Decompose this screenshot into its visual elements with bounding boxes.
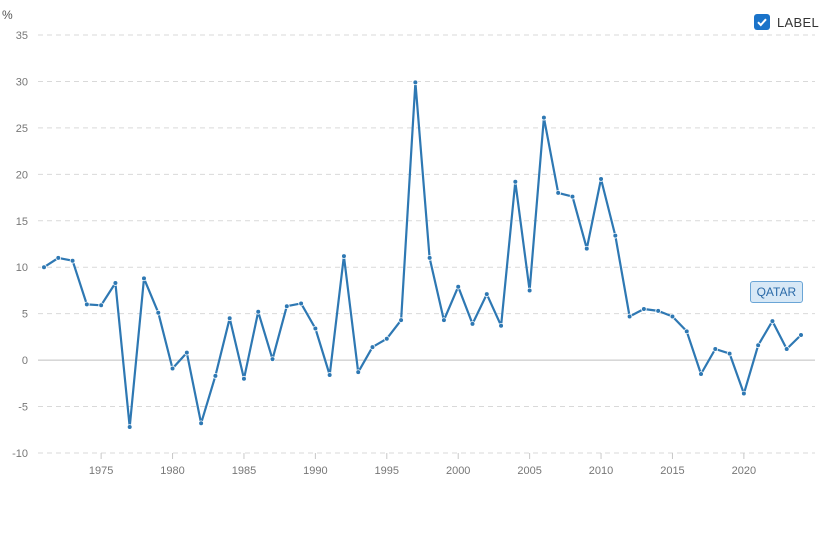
data-point-1986[interactable] — [255, 309, 262, 315]
series-points — [41, 79, 804, 430]
x-tick-label: 1995 — [375, 465, 399, 477]
y-tick-label: 20 — [16, 169, 28, 181]
data-point-1983[interactable] — [212, 373, 219, 379]
data-point-1988[interactable] — [284, 303, 290, 310]
data-point-2019[interactable] — [726, 350, 733, 357]
data-point-1974[interactable] — [84, 301, 90, 308]
data-point-2002[interactable] — [483, 291, 490, 297]
data-point-2020[interactable] — [741, 390, 747, 397]
x-tick-label: 2005 — [517, 465, 541, 477]
legend-label: LABEL — [777, 14, 819, 30]
legend-toggle[interactable]: LABEL — [754, 14, 819, 30]
grid-lines — [38, 34, 815, 454]
checkbox-checked-icon[interactable] — [754, 14, 771, 30]
data-point-2021[interactable] — [755, 342, 761, 349]
data-point-1997[interactable] — [412, 79, 419, 86]
data-point-2003[interactable] — [498, 322, 504, 329]
data-point-1985[interactable] — [241, 375, 247, 382]
data-point-2014[interactable] — [655, 308, 661, 314]
data-point-2007[interactable] — [555, 190, 561, 196]
data-point-2018[interactable] — [712, 346, 719, 352]
data-point-2011[interactable] — [612, 232, 619, 239]
series-line-layer — [43, 81, 802, 429]
x-tick-label: 2020 — [732, 465, 756, 477]
data-point-1982[interactable] — [198, 420, 204, 427]
data-point-2009[interactable] — [583, 245, 590, 252]
x-axis-ticks: 1975 1980 1985 1990 1995 2000 2005 2010 2015 2020 — [89, 453, 756, 477]
x-tick-label: 1980 — [160, 465, 184, 477]
data-point-1994[interactable] — [369, 344, 376, 350]
data-point-2017[interactable] — [698, 371, 704, 377]
data-point-1984[interactable] — [226, 315, 233, 322]
x-tick-label: 1990 — [303, 465, 327, 477]
data-point-1999[interactable] — [441, 317, 447, 323]
x-tick-label: 2000 — [446, 465, 470, 477]
y-tick-label: 5 — [22, 309, 28, 321]
data-point-2013[interactable] — [641, 306, 647, 312]
data-point-1971[interactable] — [41, 264, 47, 271]
data-point-1976[interactable] — [112, 280, 119, 286]
y-axis-unit: % — [2, 8, 13, 22]
data-point-2000[interactable] — [455, 283, 462, 290]
data-point-2015[interactable] — [669, 313, 676, 320]
data-point-1973[interactable] — [69, 257, 76, 264]
data-point-1998[interactable] — [426, 255, 433, 261]
data-point-1975[interactable] — [98, 302, 104, 309]
x-tick-label: 1985 — [232, 465, 256, 477]
data-point-2006[interactable] — [541, 114, 547, 121]
data-point-1996[interactable] — [398, 317, 404, 323]
data-point-2010[interactable] — [598, 176, 604, 182]
y-tick-label: -5 — [18, 402, 28, 414]
data-point-1977[interactable] — [126, 424, 133, 430]
data-point-1992[interactable] — [341, 253, 347, 259]
data-point-1990[interactable] — [312, 325, 319, 332]
data-point-1993[interactable] — [355, 369, 362, 375]
data-point-2008[interactable] — [569, 193, 576, 200]
data-point-1989[interactable] — [298, 300, 304, 307]
data-point-2005[interactable] — [526, 287, 533, 294]
data-point-1995[interactable] — [383, 335, 390, 342]
data-point-1980[interactable] — [169, 365, 176, 372]
data-point-2024[interactable] — [798, 332, 804, 338]
data-point-1972[interactable] — [55, 255, 62, 261]
x-tick-label: 2010 — [589, 465, 613, 477]
y-tick-label: 10 — [16, 262, 28, 274]
data-point-2012[interactable] — [626, 313, 633, 320]
y-tick-label: 35 — [16, 30, 28, 42]
x-tick-label: 2015 — [660, 465, 684, 477]
data-point-1991[interactable] — [326, 372, 333, 378]
data-point-1981[interactable] — [184, 349, 190, 356]
data-point-1978[interactable] — [141, 275, 147, 282]
y-axis-ticks: -10 -5 0 5 10 15 20 25 30 35 — [12, 30, 28, 460]
x-tick-label: 1975 — [89, 465, 113, 477]
series-line-qatar — [43, 81, 802, 429]
data-point-2022[interactable] — [769, 318, 776, 324]
data-point-2023[interactable] — [783, 346, 790, 352]
y-tick-label: 0 — [22, 355, 28, 367]
y-tick-label: 30 — [16, 76, 28, 88]
y-tick-label: -10 — [12, 448, 28, 460]
y-tick-label: 15 — [16, 216, 28, 228]
data-point-2004[interactable] — [512, 178, 519, 185]
series-tag-qatar: QATAR — [749, 281, 804, 304]
y-tick-label: 25 — [16, 123, 28, 135]
data-point-1979[interactable] — [155, 309, 162, 316]
data-point-1987[interactable] — [269, 356, 276, 362]
data-point-2001[interactable] — [469, 321, 476, 327]
data-point-2016[interactable] — [683, 328, 690, 335]
